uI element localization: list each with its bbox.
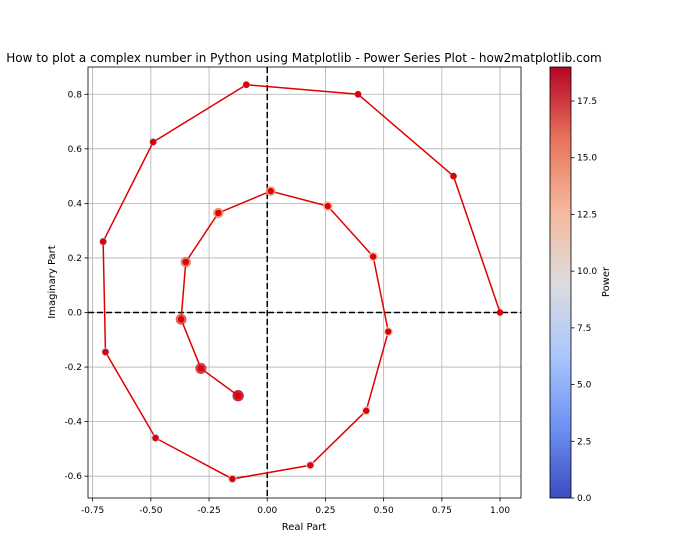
x-tick-label: 0.25 <box>315 506 335 516</box>
x-tick-label: 0.00 <box>257 506 277 516</box>
line-marker <box>197 365 205 372</box>
y-tick-label: 0.6 <box>68 145 83 155</box>
y-tick-label: -0.2 <box>64 363 82 373</box>
colorbar-label: Power <box>601 266 612 297</box>
line-marker <box>152 434 159 442</box>
x-tick-label: -0.25 <box>197 506 220 516</box>
line-marker <box>307 462 314 469</box>
series-line <box>102 83 501 480</box>
line-marker <box>496 309 504 316</box>
y-tick-label: 0.4 <box>68 199 83 209</box>
x-tick-label: 1.00 <box>490 506 510 516</box>
line-marker <box>177 316 185 323</box>
y-tick-label: -0.6 <box>64 472 82 482</box>
colorbar-tick-label: 15.0 <box>577 154 597 164</box>
plot-area <box>88 67 521 498</box>
line-marker <box>182 258 189 266</box>
colorbar <box>549 66 572 499</box>
line-marker <box>99 238 107 245</box>
plot-frame <box>87 66 522 499</box>
x-tick-label: -0.75 <box>81 506 104 516</box>
line-marker <box>362 407 370 414</box>
colorbar-tick-label: 10.0 <box>577 267 597 277</box>
line-marker <box>385 328 392 335</box>
line-marker <box>243 81 250 88</box>
colorbar-tick-label: 7.5 <box>577 324 591 334</box>
x-axis-label: Real Part <box>282 522 327 533</box>
y-tick-label: 0.0 <box>68 309 83 319</box>
colorbar-tick-label: 17.5 <box>577 97 597 107</box>
line-marker <box>324 202 331 210</box>
line-marker <box>234 392 242 399</box>
line-marker <box>354 91 362 98</box>
x-tick-label: -0.50 <box>139 506 163 516</box>
colorbar-tick-label: 12.5 <box>577 210 597 220</box>
y-tick-label: 0.2 <box>68 254 82 264</box>
line-marker <box>229 475 236 483</box>
x-tick-label: 0.75 <box>432 506 452 516</box>
colorbar-tick-label: 2.5 <box>577 437 591 447</box>
y-tick-label: -0.4 <box>64 418 82 428</box>
line-marker <box>369 253 377 260</box>
colorbar-tick-label: 0.0 <box>577 494 592 504</box>
line-marker <box>450 172 457 180</box>
line-marker <box>215 209 222 217</box>
line-marker <box>149 138 157 146</box>
x-tick-label: 0.50 <box>374 506 394 516</box>
colorbar-tick-label: 5.0 <box>577 381 592 391</box>
y-tick-label: 0.8 <box>68 90 83 100</box>
line-marker <box>102 348 109 356</box>
y-axis-label: Imaginary Part <box>47 245 58 318</box>
chart-title: How to plot a complex number in Python u… <box>6 51 601 65</box>
line-marker <box>267 187 274 195</box>
